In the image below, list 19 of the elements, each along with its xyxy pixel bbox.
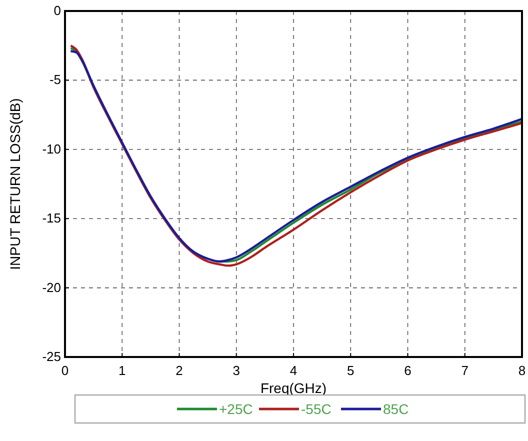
legend-label: +25C — [219, 401, 253, 417]
x-tick-label: 7 — [461, 363, 468, 378]
x-tick-label: 4 — [290, 363, 298, 378]
legend-label: 85C — [383, 401, 409, 417]
x-tick-label: 2 — [176, 363, 183, 378]
y-tick-label: -5 — [49, 72, 61, 88]
x-tick-label: 1 — [118, 363, 126, 378]
x-axis-title: Freq(GHz) — [260, 380, 327, 396]
y-tick-label: -10 — [42, 141, 61, 156]
y-tick-label: -20 — [42, 280, 61, 295]
y-tick-label: 0 — [54, 3, 61, 18]
y-tick-label: -15 — [42, 210, 61, 226]
x-tick-label: 8 — [518, 363, 526, 378]
x-tick-label: 6 — [404, 363, 412, 378]
y-axis-title: INPUT RETURN LOSS(dB) — [7, 98, 23, 270]
x-tick-label: 5 — [347, 363, 354, 378]
legend-label: -55C — [301, 401, 332, 417]
x-tick-label: 3 — [232, 363, 240, 378]
y-tick-label: -25 — [42, 349, 61, 364]
